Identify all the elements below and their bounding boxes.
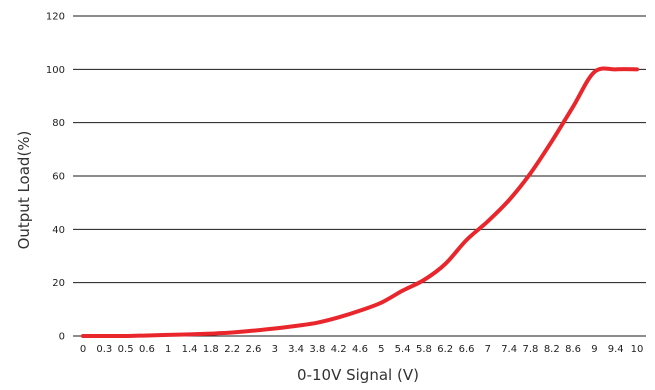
data-point bbox=[550, 139, 554, 143]
y-tick-label: 60 bbox=[52, 172, 65, 183]
data-point bbox=[102, 334, 106, 338]
x-tick-label: 3 bbox=[272, 344, 278, 355]
x-tick-label: 0.5 bbox=[118, 344, 134, 355]
x-tick-label: 0.6 bbox=[139, 344, 155, 355]
x-tick-label: 3.8 bbox=[309, 344, 325, 355]
series-line-0 bbox=[81, 66, 639, 339]
data-point bbox=[358, 309, 362, 313]
data-point bbox=[592, 70, 596, 74]
x-tick-label: 0 bbox=[80, 344, 86, 355]
data-point bbox=[294, 324, 298, 328]
x-tick-label: 7 bbox=[485, 344, 491, 355]
data-point bbox=[209, 332, 213, 336]
x-tick-label: 9.4 bbox=[608, 344, 624, 355]
x-tick-label: 5.4 bbox=[395, 344, 411, 355]
data-point bbox=[379, 301, 383, 305]
data-point bbox=[251, 329, 255, 333]
y-tick-label: 80 bbox=[52, 118, 65, 129]
x-tick-label: 6.2 bbox=[437, 344, 453, 355]
data-point bbox=[571, 105, 575, 109]
data-point bbox=[81, 334, 85, 338]
y-tick-label: 100 bbox=[46, 65, 65, 76]
x-tick-label: 1 bbox=[165, 344, 171, 355]
x-tick-label: 1.8 bbox=[203, 344, 219, 355]
gridlines bbox=[73, 15, 646, 337]
x-tick-label: 6.6 bbox=[459, 344, 475, 355]
data-point bbox=[273, 327, 277, 331]
data-point bbox=[145, 333, 149, 337]
x-tick-label: 9 bbox=[591, 344, 597, 355]
x-axis-title: 0-10V Signal (V) bbox=[297, 366, 419, 384]
x-axis-ticks: 0 0.3 0.5 0.6 1 1.4 1.8 2.2 2.6 3 3.4 3.8 4.2 4.6 5 5.4… bbox=[80, 344, 644, 355]
y-tick-label: 40 bbox=[52, 225, 65, 236]
x-tick-label: 4.2 bbox=[331, 344, 347, 355]
x-tick-label: 7.8 bbox=[523, 344, 539, 355]
data-point bbox=[124, 334, 128, 338]
data-point bbox=[465, 238, 469, 242]
x-tick-label: 10 bbox=[631, 344, 644, 355]
y-axis-title: Output Load(%) bbox=[15, 131, 33, 250]
data-point bbox=[507, 198, 511, 202]
y-tick-label: 0 bbox=[59, 332, 65, 343]
x-tick-label: 4.6 bbox=[352, 344, 368, 355]
data-point bbox=[315, 321, 319, 325]
x-tick-label: 8.2 bbox=[544, 344, 560, 355]
x-tick-label: 0.3 bbox=[96, 344, 112, 355]
data-point bbox=[422, 278, 426, 282]
data-point bbox=[166, 333, 170, 337]
data-point bbox=[443, 262, 447, 266]
y-tick-label: 20 bbox=[52, 278, 65, 289]
data-point bbox=[401, 289, 405, 293]
x-tick-label: 2.6 bbox=[246, 344, 262, 355]
x-tick-label: 2.2 bbox=[224, 344, 240, 355]
x-tick-label: 7.4 bbox=[501, 344, 517, 355]
series-group bbox=[81, 66, 639, 339]
data-point bbox=[230, 331, 234, 335]
x-tick-label: 1.4 bbox=[182, 344, 198, 355]
data-point bbox=[188, 332, 192, 336]
data-point bbox=[486, 219, 490, 223]
y-tick-label: 120 bbox=[46, 12, 65, 23]
data-point bbox=[614, 67, 618, 71]
data-point bbox=[635, 67, 639, 71]
x-tick-label: 5.8 bbox=[416, 344, 432, 355]
data-point bbox=[337, 315, 341, 319]
x-tick-label: 5 bbox=[378, 344, 384, 355]
y-axis-ticks: 0 20 40 60 80 100 120 bbox=[46, 12, 65, 343]
data-point bbox=[528, 171, 532, 175]
x-tick-label: 8.6 bbox=[565, 344, 581, 355]
x-tick-label: 3.4 bbox=[288, 344, 304, 355]
